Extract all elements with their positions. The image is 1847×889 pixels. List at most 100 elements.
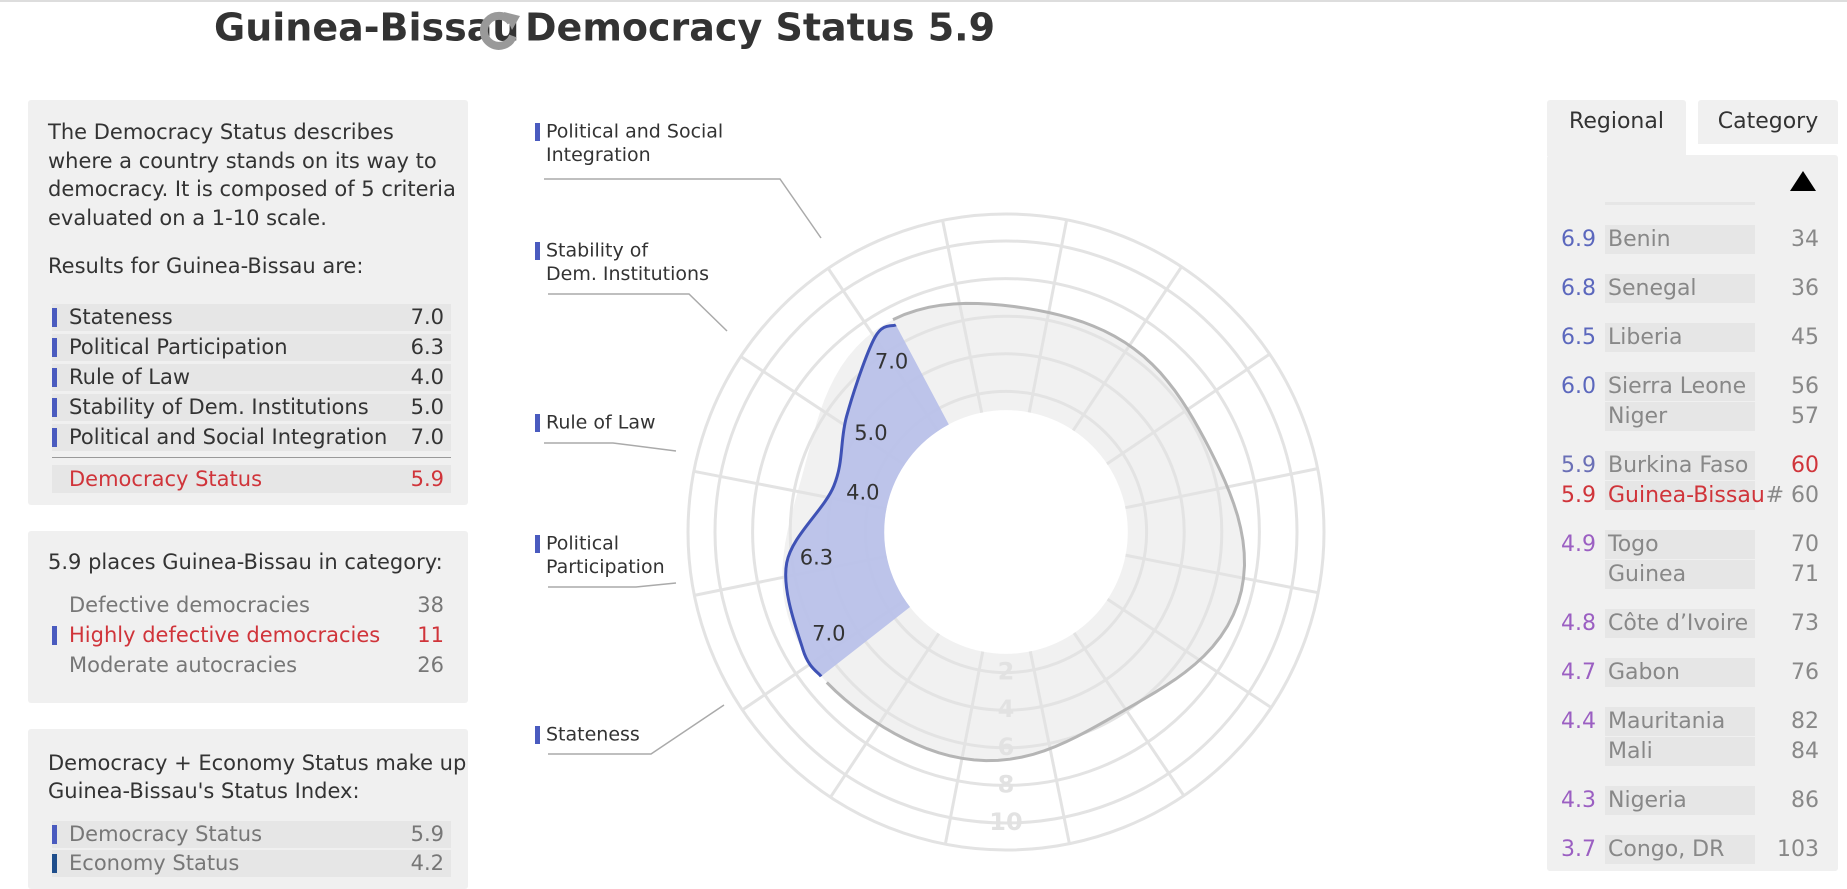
country-rank: 84	[1791, 739, 1819, 764]
country-name: Burkina Faso	[1608, 453, 1749, 478]
ring-label: 10	[989, 808, 1022, 836]
total-name: Democracy Status	[69, 467, 263, 491]
index-name: Democracy Status	[69, 822, 263, 846]
sort-toggle[interactable]	[1788, 169, 1818, 193]
country-rank: 57	[1791, 404, 1819, 429]
criterion-label: Integration	[546, 144, 651, 166]
country-score: 4.8	[1561, 611, 1596, 636]
country-name-bg	[1605, 451, 1755, 480]
criterion-value: 6.3	[410, 335, 444, 359]
criterion-name: Stateness	[69, 305, 173, 329]
country-rank: 70	[1791, 532, 1819, 557]
country-rank: 45	[1791, 325, 1819, 350]
criterion-label-bar	[535, 726, 540, 744]
criterion-bar	[52, 338, 57, 357]
index-heading: Democracy + Economy Status make up Guine…	[48, 751, 467, 803]
country-name-bg	[1605, 609, 1755, 638]
score-label: 6.3	[800, 546, 833, 570]
country-name-bg	[1605, 560, 1755, 589]
country-name-bg	[1605, 323, 1755, 352]
ring	[713, 239, 1299, 825]
category-panel: 5.9 places Guinea-Bissau in category: Def…	[28, 531, 468, 703]
country-name: Mali	[1608, 739, 1653, 764]
ring-label: 6	[998, 733, 1015, 761]
category-bar	[52, 626, 57, 645]
ranking-panel: 7.0 Gambia 55 6.9 Benin 34 6.8 Senegal 36 6.5 Libe…	[1547, 155, 1838, 871]
spoke	[829, 632, 941, 799]
ring-label: 8	[998, 770, 1015, 798]
score-area	[785, 324, 949, 677]
intro-panel: The Democracy Status describes where a c…	[28, 100, 468, 505]
country-name: Gambia	[1608, 202, 1694, 204]
country-name: Guinea-Bissau	[1608, 483, 1765, 508]
leader-line	[548, 293, 728, 332]
criterion-value: 4.0	[410, 365, 444, 389]
criterion-label-bar	[535, 123, 540, 141]
index-panel: Democracy + Economy Status make up Guine…	[28, 729, 468, 889]
separator	[52, 457, 451, 458]
country-name: Nigeria	[1608, 788, 1687, 813]
country-name: Senegal	[1608, 276, 1697, 301]
category-name: Highly defective democracies	[69, 623, 381, 647]
comparison-outline	[825, 301, 1247, 763]
ranking-list: 7.0 Gambia 55 6.9 Benin 34 6.8 Senegal 36 6.5 Libe…	[1547, 202, 1838, 871]
criterion-label: Political	[546, 533, 619, 555]
criterion-name: Political and Social Integration	[69, 425, 388, 449]
refresh-icon[interactable]	[479, 11, 520, 50]
leader-line	[544, 178, 822, 239]
country-name-bg	[1605, 835, 1755, 864]
intro-text: The Democracy Status describes where a c…	[48, 120, 456, 230]
criterion-name: Rule of Law	[69, 365, 191, 389]
spoke	[941, 220, 984, 413]
spoke	[1125, 553, 1319, 595]
score-label: 4.0	[846, 481, 879, 505]
header-title: Democracy Status 5.9	[525, 6, 995, 50]
criterion-label: Stability of	[546, 240, 649, 262]
score-label: 7.0	[812, 621, 845, 645]
spoke	[1125, 467, 1318, 510]
country-score: 5.9	[1561, 483, 1596, 508]
criterion-label-bar	[535, 535, 540, 553]
score-label: 5.0	[854, 421, 887, 445]
country-rank: 71	[1791, 562, 1819, 587]
tab[interactable]: Category	[1698, 100, 1838, 144]
score-outline	[784, 323, 897, 678]
country-name-bg	[1605, 202, 1755, 205]
country-score: 4.4	[1561, 709, 1596, 734]
country-name: Liberia	[1608, 325, 1683, 350]
country-name-bg	[1605, 530, 1755, 559]
spoke	[1071, 265, 1183, 432]
ring-label: 4	[998, 695, 1015, 723]
criterion-bar	[52, 428, 57, 447]
country-score: 6.5	[1561, 325, 1596, 350]
index-name: Economy Status	[69, 851, 240, 875]
category-count: 38	[417, 593, 444, 617]
category-count: 11	[417, 623, 444, 647]
spoke	[1072, 632, 1186, 797]
criterion-row-bg	[52, 304, 451, 331]
country-name-bg	[1605, 225, 1755, 254]
country-score: 7.0	[1561, 202, 1596, 204]
country-name: Niger	[1608, 404, 1668, 429]
spoke	[943, 651, 985, 845]
country-score: 6.8	[1561, 276, 1596, 301]
category-name: Moderate autocracies	[69, 653, 298, 677]
criterion-name: Stability of Dem. Institutions	[69, 395, 369, 419]
refresh-arrow	[504, 12, 520, 30]
country-name-bg	[1605, 658, 1755, 687]
spoke	[1106, 597, 1273, 709]
criterion-label: Rule of Law	[546, 412, 656, 434]
criterion-label-bar	[535, 414, 540, 432]
leader-line	[544, 442, 677, 452]
header-country: Guinea-Bissau	[214, 6, 519, 50]
criterion-label: Political and Social	[546, 121, 723, 143]
criterion-label: Participation	[546, 556, 665, 578]
category-heading: 5.9 places Guinea-Bissau in category:	[48, 550, 443, 574]
country-score: 4.7	[1561, 660, 1596, 685]
score-label: 7.0	[875, 349, 908, 373]
total-value: 5.9	[410, 467, 444, 491]
tab[interactable]: Regional	[1547, 100, 1686, 156]
criterion-row-bg	[52, 364, 451, 391]
